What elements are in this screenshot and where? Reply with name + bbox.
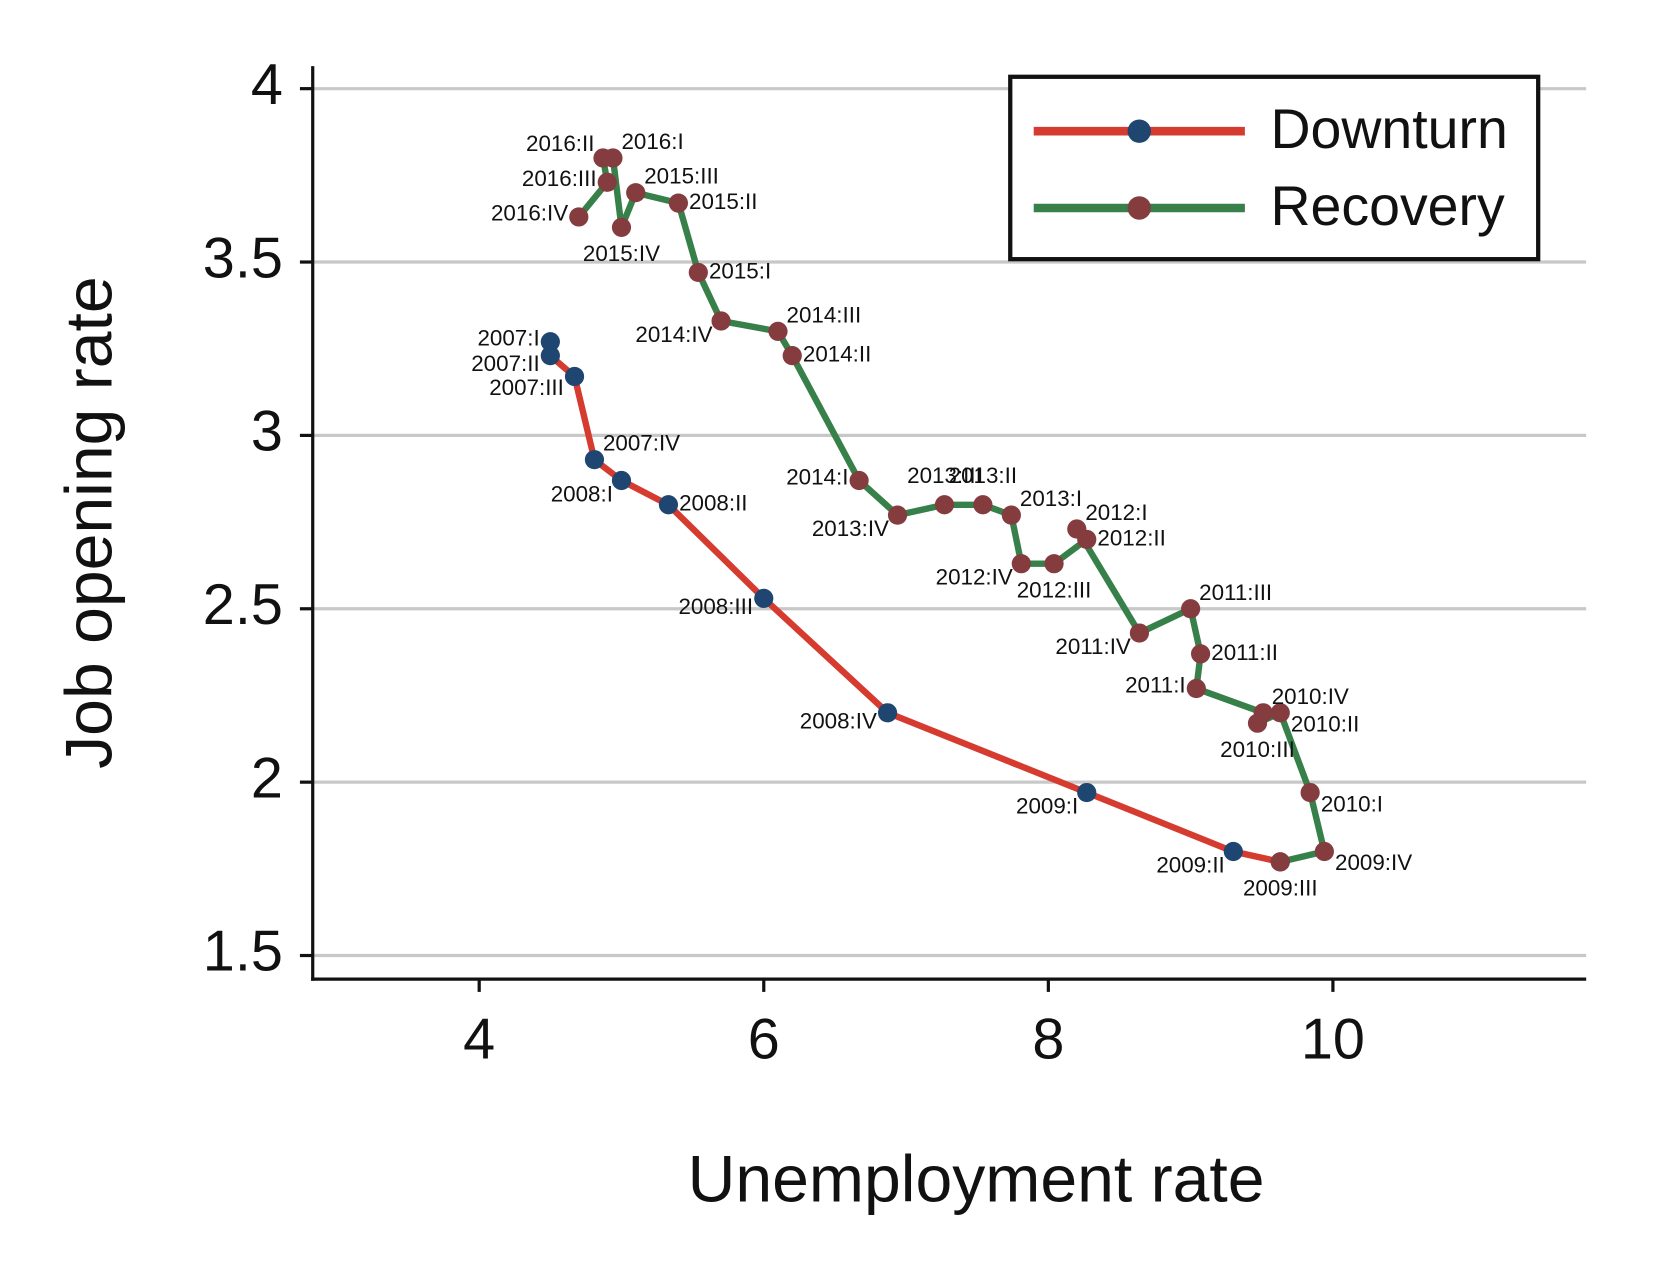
y-tick-label: 2: [251, 746, 283, 810]
point: [1077, 529, 1097, 550]
point-label: 2010:III: [1220, 737, 1295, 762]
point-label: 2012:III: [1017, 577, 1092, 602]
legend-label: Recovery: [1270, 175, 1504, 237]
point-label: 2013:I: [1020, 486, 1082, 511]
point-label: 2014:II: [803, 342, 871, 367]
point: [1044, 554, 1064, 574]
point-label: 2013:IV: [812, 516, 889, 541]
point-label: 2009:IV: [1335, 850, 1412, 875]
point-label: 2014:I: [786, 464, 848, 489]
point-label: 2008:III: [678, 594, 753, 619]
point: [1270, 703, 1290, 723]
point-label: 2008:II: [679, 491, 747, 516]
point: [754, 588, 774, 608]
point-label: 2013:II: [949, 463, 1017, 488]
point: [1077, 782, 1097, 803]
y-axis-label: Job opening rate: [53, 276, 127, 769]
point: [688, 262, 708, 283]
point-label: 2014:IV: [635, 322, 712, 347]
point: [597, 172, 617, 192]
y-tick-label: 3: [251, 400, 283, 464]
point-label: 2008:I: [551, 481, 613, 506]
point: [934, 495, 955, 515]
point-label: 2007:III: [489, 375, 564, 400]
point-label: 2009:I: [1016, 793, 1078, 818]
point: [711, 311, 731, 331]
x-tick-label: 6: [748, 1007, 780, 1071]
point-label: 2007:IV: [603, 431, 680, 456]
point: [1253, 703, 1273, 723]
point: [1314, 841, 1334, 862]
point: [1011, 554, 1031, 574]
point-label: 2012:IV: [936, 565, 1013, 590]
x-tick-label: 8: [1032, 1007, 1064, 1071]
point: [668, 193, 688, 213]
point-label: 2016:II: [526, 131, 594, 156]
point: [569, 207, 589, 227]
point-label: 2011:II: [1211, 640, 1278, 665]
point: [1181, 599, 1201, 619]
point: [877, 703, 898, 723]
point: [1223, 841, 1243, 862]
point: [782, 346, 802, 366]
point-label: 2016:IV: [491, 201, 568, 226]
point: [540, 332, 560, 352]
point-label: 2012:II: [1097, 525, 1165, 550]
point-label: 2007:I: [477, 326, 539, 351]
point-label: 2012:I: [1085, 500, 1147, 525]
point: [1270, 852, 1290, 872]
x-tick-label: 4: [463, 1007, 495, 1071]
point-label: 2008:IV: [800, 708, 877, 733]
point: [626, 183, 646, 203]
legend-marker: [1127, 196, 1152, 220]
point: [584, 450, 605, 470]
point: [1190, 644, 1211, 664]
point-label: 2011:IV: [1055, 634, 1131, 659]
point: [611, 217, 632, 237]
series-line: [547, 341, 1281, 866]
point-label: 2015:III: [644, 164, 719, 189]
point-label: 2011:I: [1125, 672, 1186, 697]
point: [658, 495, 679, 515]
point-label: 2016:III: [522, 166, 597, 191]
point-label: 2010:I: [1321, 791, 1383, 816]
point: [1129, 623, 1150, 643]
y-tick-label: 1.5: [203, 920, 283, 984]
point-label: 2014:III: [787, 302, 862, 327]
point: [564, 366, 585, 387]
point-label: 2007:II: [471, 351, 539, 376]
point-label: 2009:III: [1243, 876, 1318, 901]
point: [611, 470, 632, 491]
y-tick-label: 4: [251, 53, 283, 117]
point-label: 2011:III: [1199, 580, 1272, 605]
point: [1186, 678, 1206, 699]
point-label: 2015:I: [709, 258, 771, 283]
point: [1001, 505, 1021, 525]
point: [973, 495, 993, 515]
legend-label: Downturn: [1270, 98, 1507, 160]
point-label: 2013:III: [907, 463, 982, 488]
point-label: 2016:I: [621, 129, 683, 154]
point: [768, 321, 788, 341]
legend-marker: [1127, 119, 1152, 143]
x-tick-label: 10: [1301, 1007, 1365, 1071]
legend-box: [1008, 74, 1541, 262]
point-label: 2009:II: [1156, 852, 1224, 877]
point: [849, 470, 869, 491]
legend: Downturn Recovery: [1008, 74, 1541, 262]
y-tick-label: 3.5: [203, 226, 283, 290]
x-axis-label: Unemployment rate: [688, 1142, 1265, 1216]
point: [593, 148, 613, 168]
point-label: 2010:II: [1291, 712, 1359, 737]
point-label: 2010:IV: [1272, 684, 1349, 709]
y-tick-label: 2.5: [203, 573, 283, 637]
point-label: 2015:II: [689, 189, 757, 214]
point: [540, 346, 560, 366]
point: [1300, 782, 1320, 803]
point-label: 2015:IV: [583, 241, 660, 266]
point: [887, 505, 908, 525]
